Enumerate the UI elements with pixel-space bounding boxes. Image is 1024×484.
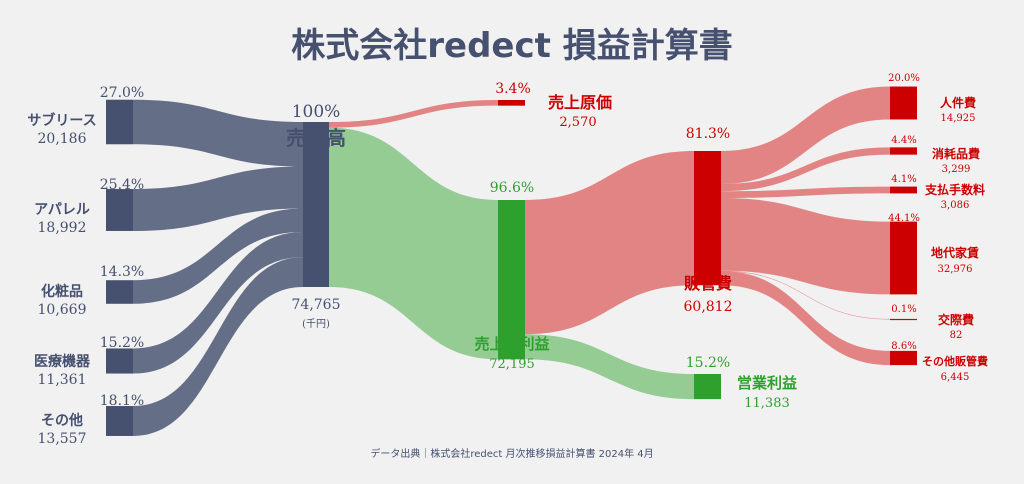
sga-item-name: その他販管費 [922, 354, 988, 368]
revenue-source-node [106, 189, 133, 231]
sga-name: 販管費 [684, 274, 732, 293]
sga-item-node [890, 147, 917, 155]
sga-item-node [890, 221, 917, 295]
flows-group [133, 86, 890, 436]
revenue-source-pct: 25.4% [100, 177, 144, 193]
sga-item-node [890, 318, 917, 321]
cost-of-sales-value: 2,570 [559, 115, 596, 130]
revenue-source-flow [133, 208, 303, 304]
gross-profit-value: 72,195 [489, 357, 535, 372]
revenue-source-pct: 15.2% [100, 335, 144, 351]
sga-item-pct: 44.1% [888, 213, 920, 224]
operating-profit-node [694, 374, 721, 400]
revenue-source-flow [133, 99, 303, 167]
cost-of-sales-flow [329, 100, 498, 128]
revenue-source-node [106, 99, 133, 145]
revenue-source-pct: 18.1% [100, 393, 144, 409]
sga-item-value: 32,976 [938, 264, 973, 275]
sga-item-name: 交際費 [938, 312, 974, 327]
sga-item-pct: 20.0% [888, 73, 920, 84]
revenue-source-labels: 27.0% サブリース 20,186 25.4% アパレル 18,992 14.… [27, 85, 144, 447]
sga-item-flow [721, 270, 890, 366]
revenue-source-name: アパレル [34, 202, 90, 218]
operating-profit-pct: 15.2% [686, 355, 730, 371]
cost-of-sales-pct: 3.4% [495, 81, 531, 97]
source-note: データ出典｜株式会社redect 月次推移損益計算書 2024年 4月 [370, 447, 653, 460]
sga-item-value: 82 [950, 330, 963, 341]
sga-item-pct: 0.1% [891, 304, 916, 315]
gross-profit-flow [329, 127, 498, 360]
revenue-source-value: 18,992 [38, 220, 87, 236]
sga-item-flow [721, 86, 890, 184]
revenue-source-value: 11,361 [38, 372, 87, 388]
revenue-name: 売上高 [286, 126, 346, 150]
revenue-source-flow [133, 166, 303, 231]
revenue-source-pct: 27.0% [100, 85, 144, 101]
sga-flow [525, 151, 694, 335]
revenue-pct: 100% [292, 102, 341, 122]
sga-node [694, 151, 721, 286]
revenue-source-value: 13,557 [38, 431, 87, 447]
sga-item-pct: 8.6% [891, 341, 916, 352]
sga-item-node [890, 186, 917, 194]
sga-item-value: 3,086 [941, 200, 970, 211]
sga-item-name: 地代家賃 [931, 245, 979, 260]
revenue-source-name: 医療機器 [34, 353, 91, 370]
gross-profit-node [498, 200, 525, 360]
sga-item-value: 6,445 [941, 372, 970, 383]
gross-profit-pct: 96.6% [490, 180, 534, 196]
sga-item-value: 14,925 [941, 113, 976, 124]
revenue-value: 74,765 [292, 297, 341, 313]
revenue-source-value: 10,669 [38, 302, 87, 318]
nodes-group [106, 86, 917, 436]
sga-breakdown-labels: 20.0% 人件費 14,925 4.4% 消耗品費 3,299 4.1% 支払… [888, 73, 988, 383]
operating-profit-name: 営業利益 [737, 374, 797, 392]
sga-item-flow [721, 198, 890, 295]
operating-profit-value: 11,383 [744, 396, 790, 411]
sga-item-name: 支払手数料 [924, 182, 985, 197]
sga-pct: 81.3% [686, 126, 730, 142]
sga-item-flow [721, 147, 890, 192]
unit-label: (千円) [302, 318, 330, 330]
revenue-source-node [106, 280, 133, 304]
revenue-source-node [106, 406, 133, 436]
sga-item-flow [721, 186, 890, 199]
revenue-source-name: 化粧品 [41, 283, 83, 300]
gross-profit-name: 売上総利益 [474, 335, 549, 353]
sga-item-node [890, 350, 917, 366]
revenue-node [303, 122, 329, 287]
sga-item-value: 3,299 [942, 164, 971, 175]
cost-of-sales-node [498, 100, 525, 106]
revenue-source-name: その他 [41, 412, 83, 429]
revenue-source-value: 20,186 [38, 131, 87, 147]
revenue-source-name: サブリース [27, 112, 96, 129]
sga-item-name: 消耗品費 [932, 146, 980, 161]
revenue-source-flow [133, 232, 303, 374]
sga-item-pct: 4.1% [891, 174, 916, 185]
operating-profit-flow [525, 334, 694, 400]
sga-item-node [890, 86, 917, 120]
sga-item-name: 人件費 [940, 95, 976, 110]
cost-of-sales-name: 売上原価 [548, 93, 612, 112]
sga-item-flow [721, 270, 890, 320]
revenue-source-pct: 14.3% [100, 264, 144, 280]
chart-title: 株式会社redect 損益計算書 [291, 26, 732, 66]
revenue-source-flow [133, 257, 303, 436]
revenue-source-node [106, 348, 133, 374]
sga-item-pct: 4.4% [891, 135, 916, 146]
sga-value: 60,812 [684, 299, 733, 315]
